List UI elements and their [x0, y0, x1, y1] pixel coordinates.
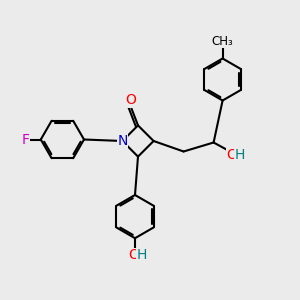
Text: O: O [226, 148, 237, 162]
Text: O: O [125, 94, 136, 107]
Text: H: H [136, 248, 147, 262]
Text: N: N [117, 134, 128, 148]
Text: F: F [22, 133, 30, 146]
Text: CH₃: CH₃ [212, 34, 233, 48]
Text: H: H [235, 148, 245, 162]
Text: O: O [128, 248, 139, 262]
